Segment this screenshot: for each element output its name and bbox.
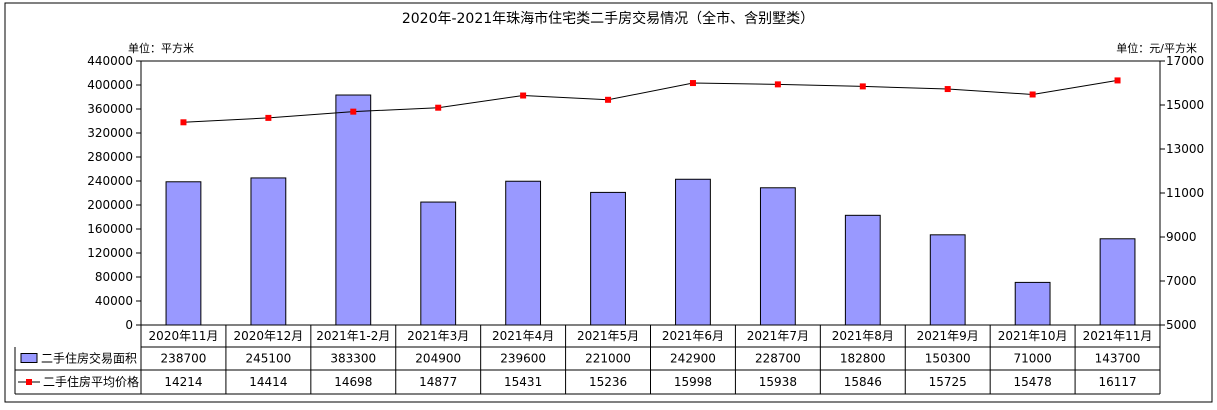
right-axis-tick-label: 7000 (1166, 274, 1197, 288)
right-axis-unit: 单位：元/平方米 (1116, 41, 1197, 55)
table-value-cell: 15938 (759, 375, 797, 389)
left-axis-tick-label: 160000 (87, 222, 133, 236)
table-value-cell: 16117 (1098, 375, 1136, 389)
price-point (944, 86, 951, 93)
category-label: 2020年12月 (233, 329, 303, 343)
table-value-cell: 15998 (674, 375, 712, 389)
table-value-cell: 15846 (844, 375, 882, 389)
table-value-cell: 15725 (929, 375, 967, 389)
data-table: 2020年11月 2020年12月 2021年1-2月 2021年3月 2021年4月 2… (14, 325, 1161, 395)
category-label: 2021年8月 (832, 329, 894, 343)
table-value-cell: 221000 (585, 352, 631, 366)
table-value-cell: 14877 (419, 375, 457, 389)
left-axis-tick-label: 400000 (87, 78, 133, 92)
price-point (774, 81, 781, 88)
table-value-cell: 228700 (755, 352, 801, 366)
price-point (180, 119, 187, 126)
price-point (265, 114, 272, 121)
category-label: 2021年3月 (407, 329, 469, 343)
bar-mark (420, 201, 457, 326)
table-value-cell: 182800 (840, 352, 886, 366)
category-label: 2021年4月 (492, 329, 554, 343)
right-axis-tick-label: 17000 (1166, 54, 1204, 68)
table-value-cell: 14214 (164, 375, 202, 389)
right-axis-tick-label: 9000 (1166, 230, 1197, 244)
table-value-cell: 204900 (415, 352, 461, 366)
left-axis-unit: 单位：平方米 (128, 41, 194, 55)
bar-mark (505, 180, 542, 326)
right-axis-tick-label: 5000 (1166, 318, 1197, 332)
left-axis-tick-label: 200000 (87, 198, 133, 212)
left-axis-tick-label: 320000 (87, 126, 133, 140)
bar-mark (1099, 238, 1136, 326)
price-line (183, 79, 1118, 123)
bar-mark (335, 94, 372, 326)
table-value-cell: 245100 (245, 352, 291, 366)
table-value-cell: 15236 (589, 375, 627, 389)
price-point (689, 80, 696, 87)
chart-title: 2020年-2021年珠海市住宅类二手房交易情况（全市、含别墅类） (402, 10, 814, 27)
bar-mark (590, 191, 626, 326)
table-value-cell: 15431 (504, 375, 542, 389)
table-value-cell: 143700 (1095, 352, 1141, 366)
left-axis-tick-label: 80000 (95, 270, 133, 284)
left-axis-tick-label: 280000 (87, 150, 133, 164)
category-label: 2021年5月 (577, 329, 639, 343)
price-point (1114, 77, 1121, 84)
category-label: 2021年6月 (662, 329, 724, 343)
price-point (605, 96, 612, 103)
category-label: 2020年11月 (149, 329, 219, 343)
bar-mark (675, 178, 711, 326)
left-axis-tick-label: 440000 (87, 54, 133, 68)
category-label: 2021年7月 (747, 329, 809, 343)
table-value-cell: 383300 (330, 352, 376, 366)
bar-mark (929, 234, 966, 326)
legend-swatch-area (20, 353, 38, 363)
table-value-cell: 14698 (334, 375, 372, 389)
left-axis-tick-label: 360000 (87, 102, 133, 116)
price-point (520, 92, 527, 99)
legend-marker-price (26, 379, 32, 385)
legend-label-price: 二手住房平均价格 (43, 374, 139, 389)
bar-mark (759, 187, 796, 326)
category-label: 2021年9月 (917, 329, 979, 343)
table-value-cell: 14414 (249, 375, 287, 389)
table-value-cell: 15478 (1014, 375, 1052, 389)
category-label: 2021年1-2月 (316, 329, 390, 343)
plot-area: 0 40000 80000 120000 160000 200000 240000 28000… (87, 54, 1204, 332)
bar-mark (165, 181, 202, 326)
price-point (350, 108, 357, 115)
table-value-cell: 150300 (925, 352, 971, 366)
price-point (859, 83, 866, 90)
table-value-cell: 239600 (500, 352, 546, 366)
price-point (1029, 91, 1036, 98)
category-label: 2021年11月 (1083, 329, 1153, 343)
right-axis-tick-label: 11000 (1166, 186, 1204, 200)
bar-mark (844, 214, 881, 326)
legend-label-area: 二手住房交易面积 (41, 351, 137, 366)
right-axis-tick-label: 13000 (1166, 142, 1204, 156)
right-axis-tick-label: 15000 (1166, 98, 1204, 112)
price-point (435, 104, 442, 111)
bar-mark (1014, 281, 1051, 326)
table-value-cell: 242900 (670, 352, 716, 366)
category-label: 2021年10月 (998, 329, 1068, 343)
left-axis-tick-label: 40000 (95, 294, 133, 308)
table-value-cell: 71000 (1014, 352, 1052, 366)
left-axis-tick-label: 240000 (87, 174, 133, 188)
table-value-cell: 238700 (161, 352, 207, 366)
left-axis-tick-label: 120000 (87, 246, 133, 260)
left-axis-tick-label: 0 (125, 318, 133, 332)
bar-mark (250, 177, 287, 326)
